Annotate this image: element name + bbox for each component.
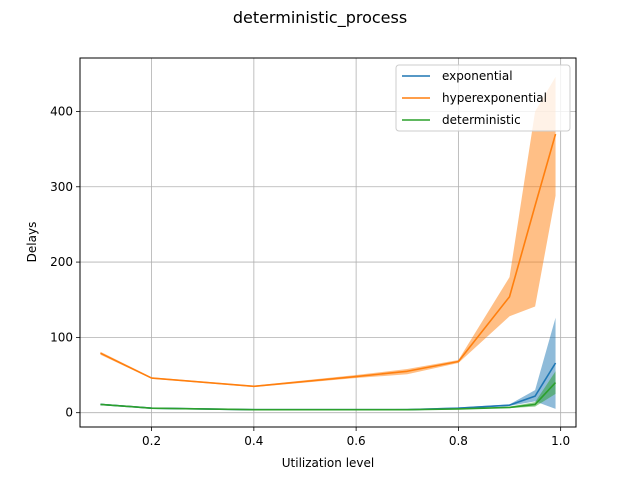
deterministic-legend-label: deterministic bbox=[442, 113, 521, 127]
y-tick-label: 400 bbox=[50, 104, 73, 118]
x-axis-ticks: 0.2 0.4 0.6 0.8 1.0 bbox=[142, 427, 570, 448]
x-axis-label: Utilization level bbox=[282, 456, 374, 470]
exponential-legend-label: exponential bbox=[442, 69, 513, 83]
hyperexponential-legend-label: hyperexponential bbox=[442, 91, 547, 105]
x-tick-label: 0.4 bbox=[244, 434, 263, 448]
plot-frame bbox=[79, 57, 577, 428]
legend-box bbox=[395, 64, 571, 132]
y-tick-label: 300 bbox=[50, 180, 73, 194]
chart-title: deterministic_process bbox=[233, 8, 407, 28]
legend: exponential hyperexponential deterministic bbox=[395, 64, 571, 132]
x-tick-label: 0.8 bbox=[449, 434, 468, 448]
x-tick-label: 0.6 bbox=[347, 434, 366, 448]
y-tick-label: 100 bbox=[50, 330, 73, 344]
y-tick-label: 200 bbox=[50, 255, 73, 269]
y-tick-label: 0 bbox=[65, 406, 73, 420]
deterministic-line bbox=[100, 382, 557, 411]
x-tick-label: 1.0 bbox=[551, 434, 570, 448]
x-tick-label: 0.2 bbox=[142, 434, 161, 448]
hyperexponential-line bbox=[100, 133, 557, 388]
series-lines bbox=[100, 133, 557, 411]
y-axis-label: Delays bbox=[25, 222, 39, 263]
y-axis-ticks: 0 100 200 300 400 bbox=[50, 104, 80, 420]
